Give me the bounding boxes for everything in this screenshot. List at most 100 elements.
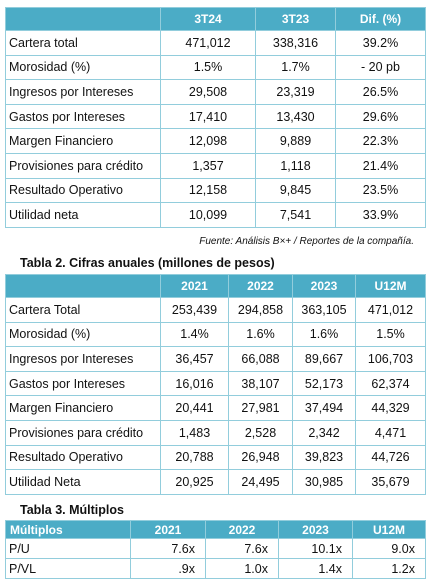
- row: Ingresos por Intereses 36,457 66,088 89,667…: [5, 346, 426, 372]
- cell: 9.0x: [352, 538, 426, 559]
- cell: 1.7%: [255, 54, 336, 81]
- cell: 106,703: [355, 346, 426, 372]
- header-cell: 2022: [228, 274, 293, 298]
- cell: 338,316: [255, 30, 336, 56]
- row: Resultado Operativo 12,158 9,845 23.5%: [5, 177, 426, 204]
- table-title: Tabla 3. Múltiplos: [20, 503, 124, 517]
- cell: 23,319: [255, 79, 336, 105]
- row-label: Utilidad neta: [5, 202, 161, 228]
- row-label: Provisiones para crédito: [5, 419, 161, 446]
- cell: 1.0x: [205, 558, 279, 579]
- results-table: 3T24 3T23 Dif. (%) Cartera total 471,012 338,…: [5, 7, 426, 228]
- cell: 1.5%: [355, 321, 426, 348]
- row: Morosidad (%) 1.4% 1.6% 1.6% 1.5%: [5, 321, 426, 348]
- cell: 7,541: [255, 202, 336, 228]
- row: Utilidad Neta 20,925 24,495 30,985 35,679: [5, 469, 426, 495]
- cell: 44,329: [355, 395, 426, 421]
- cell: 26.5%: [335, 79, 426, 105]
- cell: 17,410: [160, 103, 256, 130]
- row-label: Morosidad (%): [5, 321, 161, 348]
- cell: 7.6x: [205, 538, 279, 559]
- cell: 20,441: [160, 395, 229, 421]
- cell: 7.6x: [130, 538, 206, 559]
- cell: 26,948: [228, 444, 293, 471]
- cell: 36,457: [160, 346, 229, 372]
- row: Margen Financiero 20,441 27,981 37,494 44,32…: [5, 395, 426, 421]
- row: Gastos por Intereses 16,016 38,107 52,173 62…: [5, 370, 426, 397]
- row: Gastos por Intereses 17,410 13,430 29.6%: [5, 103, 426, 130]
- cell: 471,012: [160, 30, 256, 56]
- cell: 4,471: [355, 419, 426, 446]
- cell: 9,889: [255, 128, 336, 154]
- row: Cartera total 471,012 338,316 39.2%: [5, 30, 426, 56]
- cell: 253,439: [160, 297, 229, 323]
- cell: 27,981: [228, 395, 293, 421]
- header-cell: Múltiplos: [5, 520, 131, 539]
- row: Cartera Total 253,439 294,858 363,105 471,01…: [5, 297, 426, 323]
- row-label: Margen Financiero: [5, 395, 161, 421]
- cell: 30,985: [292, 469, 356, 495]
- row: Morosidad (%) 1.5% 1.7% - 20 pb: [5, 54, 426, 81]
- cell: 52,173: [292, 370, 356, 397]
- multiples-table: Múltiplos 2021 2022 2023 U12M P/U 7.6x 7.6x 10.1…: [5, 520, 426, 579]
- cell: 39,823: [292, 444, 356, 471]
- cell: 35,679: [355, 469, 426, 495]
- cell: 1.4x: [278, 558, 353, 579]
- cell: 2,342: [292, 419, 356, 446]
- row-label: Cartera Total: [5, 297, 161, 323]
- cell: 1.4%: [160, 321, 229, 348]
- cell: 16,016: [160, 370, 229, 397]
- cell: 22.3%: [335, 128, 426, 154]
- cell: 1,357: [160, 152, 256, 179]
- header-cell: 2021: [160, 274, 229, 298]
- row-label: Resultado Operativo: [5, 444, 161, 471]
- row-label: Provisiones para crédito: [5, 152, 161, 179]
- cell: 20,788: [160, 444, 229, 471]
- cell: 33.9%: [335, 202, 426, 228]
- cell: 37,494: [292, 395, 356, 421]
- header-cell: 2022: [205, 520, 279, 539]
- cell: 10,099: [160, 202, 256, 228]
- cell: 12,098: [160, 128, 256, 154]
- row: Provisiones para crédito 1,483 2,528 2,342 4…: [5, 419, 426, 446]
- row-label: Gastos por Intereses: [5, 370, 161, 397]
- cell: 89,667: [292, 346, 356, 372]
- header-cell: [5, 274, 161, 298]
- row: Provisiones para crédito 1,357 1,118 21.4%: [5, 152, 426, 179]
- header-row: 3T24 3T23 Dif. (%): [5, 7, 426, 31]
- header-cell: 2023: [292, 274, 356, 298]
- annual-table: 2021 2022 2023 U12M Cartera Total 253,439 294,…: [5, 274, 426, 495]
- row-label: P/VL: [5, 558, 131, 579]
- table-title: Tabla 2. Cifras anuales (millones de pes…: [20, 256, 275, 270]
- header-cell: U12M: [352, 520, 426, 539]
- cell: 23.5%: [335, 177, 426, 204]
- cell: 66,088: [228, 346, 293, 372]
- cell: - 20 pb: [335, 54, 426, 81]
- cell: 1.6%: [228, 321, 293, 348]
- cell: 38,107: [228, 370, 293, 397]
- cell: 29.6%: [335, 103, 426, 130]
- cell: 10.1x: [278, 538, 353, 559]
- cell: .9x: [130, 558, 206, 579]
- cell: 39.2%: [335, 30, 426, 56]
- cell: 363,105: [292, 297, 356, 323]
- row: Ingresos por Intereses 29,508 23,319 26.5%: [5, 79, 426, 105]
- header-cell: 3T23: [255, 7, 336, 31]
- row: P/U 7.6x 7.6x 10.1x 9.0x: [5, 538, 426, 559]
- cell: 1,483: [160, 419, 229, 446]
- row-label: Utilidad Neta: [5, 469, 161, 495]
- row-label: Margen Financiero: [5, 128, 161, 154]
- row: Margen Financiero 12,098 9,889 22.3%: [5, 128, 426, 154]
- row-label: Ingresos por Intereses: [5, 79, 161, 105]
- cell: 20,925: [160, 469, 229, 495]
- row-label: Morosidad (%): [5, 54, 161, 81]
- header-row: 2021 2022 2023 U12M: [5, 274, 426, 298]
- row-label: Resultado Operativo: [5, 177, 161, 204]
- cell: 471,012: [355, 297, 426, 323]
- row: Utilidad neta 10,099 7,541 33.9%: [5, 202, 426, 228]
- cell: 1.5%: [160, 54, 256, 81]
- header-cell: [5, 7, 161, 31]
- cell: 62,374: [355, 370, 426, 397]
- row-label: Ingresos por Intereses: [5, 346, 161, 372]
